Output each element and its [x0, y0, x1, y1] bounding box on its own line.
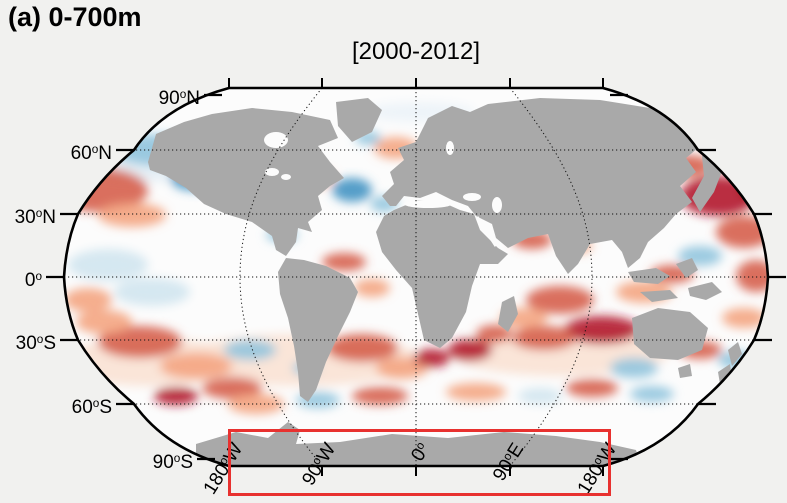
anomaly-blob — [526, 286, 594, 314]
anomaly-blob — [332, 178, 372, 202]
lat-value: 60 — [71, 396, 93, 418]
lat-hem: N — [98, 142, 112, 164]
panel-label: (a) 0-700m — [8, 2, 142, 32]
anomaly-blob — [98, 326, 182, 358]
lat-hem: N — [186, 87, 200, 109]
philippines — [676, 258, 698, 278]
anomaly-blob — [64, 288, 112, 312]
anomaly-blob — [98, 203, 166, 227]
degree-symbol: o — [173, 452, 181, 465]
highlight-box — [228, 429, 611, 496]
anomaly-blob — [566, 379, 618, 397]
anomaly-blob — [376, 357, 428, 379]
latitude-ticks — [46, 93, 786, 461]
lat-hem: S — [43, 332, 56, 354]
graticule — [64, 88, 768, 466]
lat-hem: N — [42, 206, 56, 228]
anomaly-blob — [446, 383, 506, 401]
baltic-sea — [446, 141, 454, 155]
madagascar — [498, 296, 518, 332]
lat-value: 30 — [14, 206, 36, 228]
anomaly-blob — [564, 316, 640, 344]
lat-label-60s: 60oS — [56, 394, 112, 418]
period-label: [2000-2012] — [351, 38, 481, 65]
new-guinea — [688, 282, 722, 300]
mediterranean-sea — [404, 200, 452, 208]
anomaly-blob — [160, 353, 232, 379]
anomaly-blob — [722, 308, 766, 328]
lat-label-60n: 60oN — [56, 140, 112, 164]
lat-label-30s: 30oS — [0, 330, 56, 354]
great-lakes-1 — [265, 168, 279, 176]
anomaly-blob — [352, 387, 408, 405]
anomaly-blob — [76, 310, 132, 334]
lat-label-0: 0o — [0, 267, 42, 291]
north-america — [148, 108, 344, 256]
lat-value: 60 — [70, 142, 92, 164]
anomaly-blob — [736, 260, 768, 292]
great-lakes-2 — [281, 174, 291, 180]
anomaly-blob — [114, 278, 190, 306]
australia — [632, 308, 708, 360]
indonesia-2 — [640, 290, 678, 302]
lat-value: 0 — [24, 269, 36, 291]
greenland — [336, 98, 382, 142]
eurasia — [382, 98, 706, 274]
anomaly-blob — [476, 325, 512, 343]
africa — [376, 200, 508, 348]
new-zealand-north — [728, 342, 742, 366]
red-sea — [475, 216, 498, 247]
anomaly-blob — [448, 339, 492, 361]
black-sea — [463, 193, 481, 201]
anomaly-blob — [326, 334, 398, 362]
lat-value: 90 — [158, 87, 180, 109]
degree-symbol: o — [35, 270, 42, 283]
indonesia-1 — [628, 268, 670, 284]
anomaly-blob — [202, 377, 262, 399]
tasmania — [678, 364, 692, 378]
lat-hem: S — [99, 396, 112, 418]
degree-symbol: o — [35, 207, 43, 220]
anomaly-blob — [224, 340, 276, 360]
lat-value: 90 — [152, 451, 174, 473]
lat-value: 30 — [15, 332, 37, 354]
anomaly-blob — [512, 326, 576, 350]
degree-symbol: o — [92, 397, 100, 410]
lat-label-30n: 30oN — [0, 204, 56, 228]
anomaly-blob — [154, 387, 198, 405]
continents — [148, 98, 742, 466]
lat-label-90s: 90oS — [137, 449, 193, 473]
south-america — [278, 258, 358, 402]
degree-symbol: o — [179, 88, 187, 101]
anomaly-blob — [354, 279, 390, 297]
anomaly-blob — [68, 249, 148, 281]
degree-symbol: o — [36, 333, 44, 346]
anomaly-blob — [414, 349, 450, 367]
degree-symbol: o — [91, 143, 99, 156]
anomaly-blob — [322, 253, 366, 271]
anomaly-blob — [630, 386, 674, 402]
inland-water — [264, 132, 502, 247]
antarctica — [196, 422, 644, 466]
lat-hem: S — [180, 451, 193, 473]
anomaly-blob — [610, 358, 658, 378]
anomaly-blob — [518, 388, 562, 404]
anomaly-blob — [680, 176, 756, 216]
caspian-sea — [492, 197, 502, 213]
lat-label-90n: 90oN — [144, 85, 200, 109]
